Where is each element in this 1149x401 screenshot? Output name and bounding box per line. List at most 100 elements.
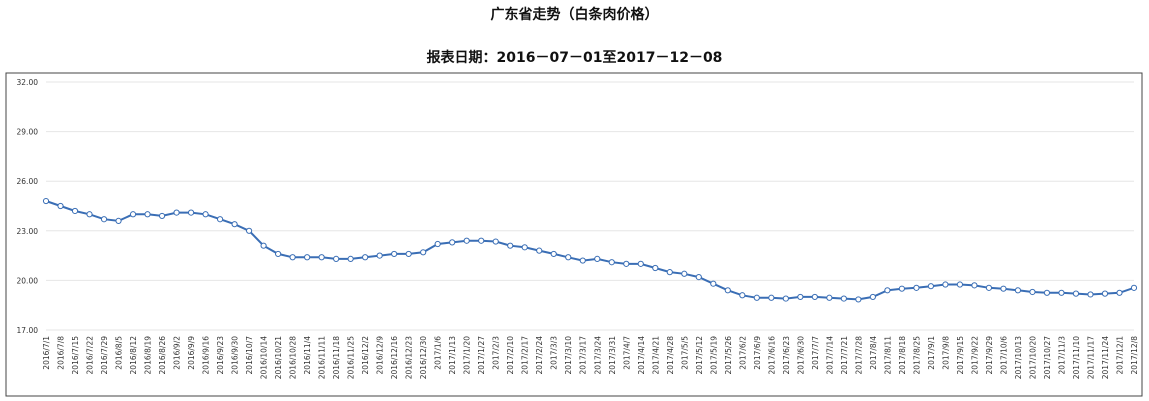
x-tick-label: 2016/11/11: [318, 336, 327, 379]
data-point: [855, 296, 862, 303]
data-point: [550, 250, 557, 258]
x-tick-label: 2017/11/3: [1057, 336, 1066, 375]
data-point: [420, 249, 427, 256]
y-tick-label: 26.00: [17, 177, 39, 186]
data-point: [913, 284, 920, 291]
x-tick-label: 2016/12/23: [405, 336, 414, 379]
data-point: [1101, 290, 1109, 297]
data-point: [492, 238, 499, 245]
data-point: [187, 209, 195, 216]
data-point: [956, 281, 964, 288]
x-tick-label: 2016/8/5: [115, 336, 124, 370]
data-point: [260, 242, 267, 249]
series-line: [45, 200, 1135, 301]
data-point: [463, 237, 470, 244]
data-point: [100, 216, 108, 223]
x-tick-label: 2017/9/22: [970, 336, 979, 375]
data-point: [710, 280, 717, 287]
x-tick-label: 2017/7/21: [840, 336, 849, 375]
x-tick-label: 2017/4/14: [637, 336, 646, 375]
x-tick-label: 2017/6/16: [767, 336, 776, 375]
data-point: [1043, 289, 1051, 296]
data-point: [695, 273, 702, 281]
x-tick-label: 2017/8/11: [883, 336, 892, 375]
x-tick-label: 2017/1/6: [434, 336, 443, 370]
x-tick-label: 2017/3/10: [564, 336, 573, 375]
x-tick-label: 2017/4/7: [622, 336, 631, 370]
data-point: [478, 237, 485, 244]
x-tick-label: 2017/1/20: [463, 336, 472, 375]
data-point: [347, 255, 354, 263]
data-point: [1130, 284, 1138, 291]
x-tick-label: 2017/8/18: [898, 336, 907, 375]
x-tick-label: 2016/11/25: [347, 336, 356, 379]
data-point: [57, 202, 64, 210]
x-tick-label: 2016/7/8: [57, 336, 66, 370]
x-tick-label: 2017/3/17: [579, 336, 588, 375]
x-tick-label: 2016/9/23: [216, 336, 225, 375]
data-point: [782, 295, 789, 302]
data-point: [623, 260, 630, 267]
x-tick-label: 2017/9/8: [941, 336, 950, 370]
x-tick-label: 2017/2/10: [506, 336, 515, 375]
data-point: [753, 294, 760, 301]
data-point: [652, 264, 659, 272]
x-tick-label: 2017/12/8: [1130, 336, 1139, 375]
data-point: [173, 209, 180, 216]
data-point: [129, 211, 137, 218]
data-point: [1014, 287, 1022, 294]
data-point: [797, 293, 804, 301]
x-tick-label: 2017/8/4: [869, 336, 878, 370]
data-point: [391, 250, 398, 258]
data-point: [840, 295, 847, 302]
data-point: [811, 293, 818, 301]
data-point: [1058, 289, 1065, 296]
x-tick-label: 2017/12/1: [1115, 336, 1124, 375]
data-point: [536, 247, 543, 254]
data-point: [42, 197, 50, 205]
data-point: [362, 254, 369, 261]
data-point: [565, 254, 572, 261]
x-tick-label: 2017/7/14: [825, 336, 834, 375]
data-point: [608, 259, 615, 266]
x-tick-label: 2017/11/10: [1072, 336, 1081, 379]
x-tick-label: 2016/9/30: [231, 336, 240, 375]
data-point: [1087, 291, 1094, 298]
x-tick-label: 2016/10/28: [289, 336, 298, 379]
x-tick-label: 2017/6/23: [782, 336, 791, 375]
data-point: [985, 284, 993, 291]
x-tick-label: 2017/10/20: [1028, 336, 1037, 379]
data-point: [1116, 289, 1123, 296]
data-point: [318, 254, 325, 261]
x-tick-label: 2017/9/15: [956, 336, 965, 375]
y-tick-label: 23.00: [17, 227, 39, 236]
data-point: [245, 227, 253, 234]
data-point: [739, 292, 746, 299]
data-point: [681, 270, 688, 277]
data-point: [158, 212, 166, 220]
x-tick-label: 2017/11/17: [1086, 336, 1095, 379]
x-tick-label: 2017/2/3: [492, 336, 501, 370]
x-tick-label: 2017/6/30: [796, 336, 805, 375]
data-point: [869, 293, 876, 301]
x-tick-label: 2017/1/13: [448, 336, 457, 375]
y-tick-label: 32.00: [17, 78, 39, 87]
data-point: [884, 287, 891, 294]
x-tick-label: 2017/2/17: [521, 336, 530, 375]
x-tick-label: 2016/7/15: [71, 336, 80, 375]
y-axis: 32.00 29.00 26.00 23.00 20.00 17.00: [17, 78, 39, 335]
data-point: [942, 281, 949, 288]
x-tick-label: 2016/10/21: [274, 336, 283, 379]
x-tick-label: 2016/7/1: [42, 336, 51, 370]
data-point: [333, 255, 340, 263]
data-point: [579, 257, 586, 264]
x-tick-label: 2017/10/6: [999, 336, 1008, 375]
x-tick-label: 2017/8/25: [912, 336, 921, 375]
data-point: [927, 283, 935, 290]
x-tick-label: 2016/9/16: [202, 336, 211, 375]
x-tick-label: 2017/11/24: [1101, 336, 1110, 379]
data-point: [1000, 285, 1007, 292]
data-point: [594, 255, 601, 263]
x-tick-label: 2017/4/21: [651, 336, 660, 375]
